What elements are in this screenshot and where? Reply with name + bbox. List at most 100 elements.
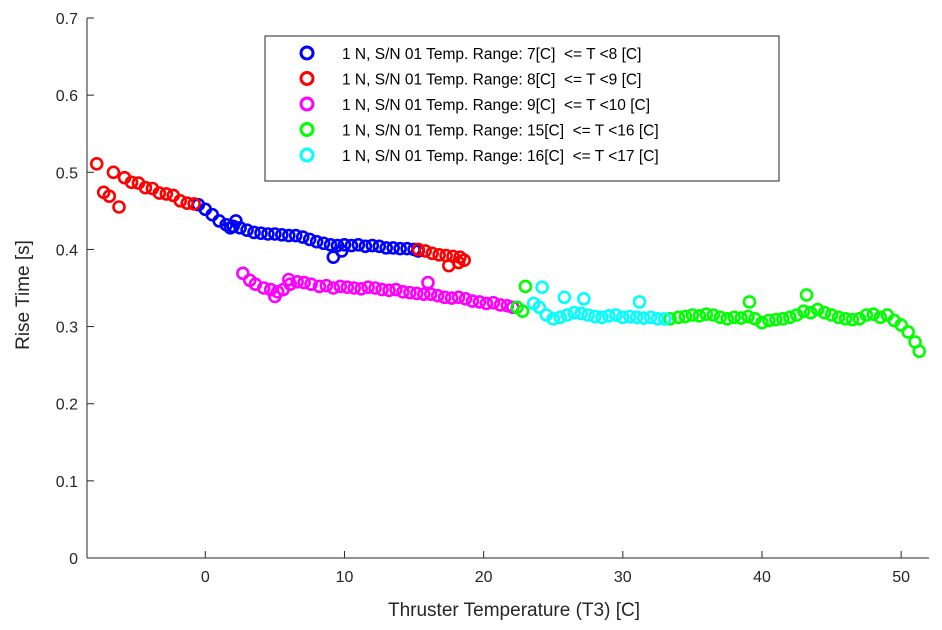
data-point [112,200,126,214]
data-point [268,289,282,304]
data-point [824,308,839,322]
data-point [425,246,439,261]
data-point [595,310,609,325]
data-point [256,281,271,295]
x-tick-label: 0 [201,569,210,586]
data-point [458,291,473,306]
data-point [845,312,860,327]
data-point [268,227,282,241]
data-point [375,282,389,297]
data-point [776,312,790,326]
data-point [240,223,254,237]
data-point [180,196,194,210]
data-point [831,310,846,325]
data-point [451,290,466,305]
data-point [663,312,677,326]
data-point [281,228,296,243]
data-point [609,308,623,322]
data-point [430,288,445,303]
data-point [152,186,167,200]
data-point [403,285,417,300]
data-point [803,305,818,320]
legend-marker [299,122,315,137]
data-point [557,290,572,305]
data-point [358,239,373,254]
data-point [418,244,432,258]
series-1 [191,197,426,264]
data-point [319,278,334,293]
legend-entry-label: 1 N, S/N 01 Temp. Range: 9[C] <= T <10 [… [342,97,650,114]
data-point [539,308,554,322]
y-tick-label: 0.3 [56,320,78,337]
data-point [650,312,665,326]
data-point [783,310,797,325]
data-point [810,302,825,317]
legend: 1 N, S/N 01 Temp. Range: 7[C] <= T <8 [C… [264,35,780,182]
data-point [316,236,331,251]
data-point [302,232,317,247]
x-axis-label: Thruster Temperature (T3) [C] [388,600,640,621]
data-point [309,234,324,249]
data-point [616,310,630,325]
data-point [515,304,530,318]
data-point [290,275,304,289]
legend-marker [299,45,315,61]
data-point [312,279,327,294]
data-point [692,308,707,323]
markers-layer [89,157,927,359]
legend-marker [299,96,315,112]
data-point [361,280,375,295]
data-point [465,294,480,308]
data-point [410,286,424,301]
data-point [159,187,174,201]
data-point [643,310,658,325]
series-4 [510,279,927,359]
data-point [748,312,762,326]
data-point [254,226,268,241]
data-point [713,310,728,325]
data-point [437,290,452,305]
data-point [678,309,693,324]
data-point [368,281,382,295]
data-point [451,255,466,270]
data-point [106,165,121,180]
data-point [706,308,721,322]
data-point [577,291,591,306]
data-point [588,309,602,324]
data-point [901,325,915,339]
data-point [546,312,561,326]
data-point [720,312,735,326]
data-point [859,308,874,322]
data-point [173,194,188,208]
data-point [393,241,407,256]
data-point [553,310,567,325]
data-point [297,275,311,290]
data-point [532,300,547,315]
data-point [535,280,549,295]
data-point [247,225,261,240]
data-point [138,180,153,195]
data-point [229,214,243,228]
data-point [755,315,769,330]
data-point [632,295,647,309]
data-point [187,197,201,211]
data-point [236,266,250,281]
y-axis-label: Rise Time [s] [13,240,34,350]
data-point [742,295,757,309]
series-2 [89,157,471,273]
data-point [629,310,644,325]
y-tick-label: 0.2 [56,397,78,414]
data-point [734,311,748,325]
x-tick-label: 30 [614,569,632,586]
data-point [838,312,853,326]
x-tick-label: 50 [892,569,910,586]
y-tick-label: 0 [69,551,78,568]
data-point [389,282,403,297]
data-point [602,308,616,323]
data-point [741,309,755,324]
data-point [432,248,446,262]
data-point [344,238,359,253]
data-point [281,272,296,287]
data-point [382,283,396,298]
